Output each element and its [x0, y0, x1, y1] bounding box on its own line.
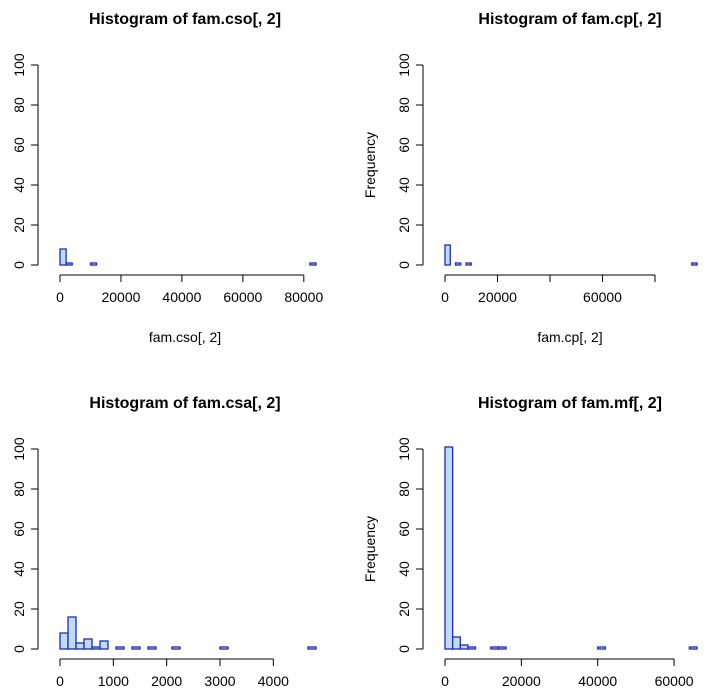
histogram-bar — [67, 616, 77, 650]
y-tick-label: 80 — [396, 97, 412, 113]
y-axis-label: Frequency — [362, 516, 378, 582]
chart-title: Histogram of fam.csa[, 2] — [89, 395, 280, 412]
y-tick-label: 0 — [396, 645, 412, 653]
y-tick-label: 60 — [11, 137, 27, 153]
x-tick-label: 20000 — [101, 289, 140, 305]
y-tick-label: 20 — [396, 217, 412, 233]
y-tick-label: 80 — [11, 97, 27, 113]
histogram-bar — [444, 446, 454, 650]
histogram-bar — [59, 248, 67, 266]
histogram-bar — [465, 262, 472, 266]
x-axis-label: fam.cp[, 2] — [537, 329, 602, 345]
histogram-bar — [307, 646, 317, 650]
x-tick-label: 80000 — [284, 289, 323, 305]
y-tick-label: 80 — [396, 481, 412, 497]
x-tick-label: 60000 — [655, 673, 694, 689]
histogram-bar — [459, 644, 469, 650]
histogram-bar — [444, 244, 451, 266]
histogram-bar — [309, 262, 317, 266]
histogram-bar — [688, 646, 698, 650]
y-tick-label: 0 — [11, 645, 27, 653]
histogram-panel-2: Histogram of fam.cp[, 2] 0 20 40 60 80 100 0 200… — [362, 11, 698, 345]
y-tick-label: 40 — [396, 561, 412, 577]
y-tick-label: 40 — [11, 177, 27, 193]
histogram-bar — [597, 646, 607, 650]
histogram-bar — [89, 262, 98, 266]
x-tick-label: 60000 — [223, 289, 262, 305]
y-tick-label: 40 — [11, 561, 27, 577]
x-tick-label: 0 — [56, 289, 64, 305]
y-axis-label: Frequency — [362, 132, 378, 198]
histogram-bar — [59, 632, 69, 650]
y-tick-label: 60 — [396, 137, 412, 153]
histogram-bar — [497, 646, 507, 650]
histogram-bar — [691, 262, 698, 266]
y-tick-label: 80 — [11, 481, 27, 497]
y-tick-label: 100 — [396, 437, 412, 461]
x-tick-label: 0 — [441, 673, 449, 689]
y-tick-label: 20 — [11, 217, 27, 233]
x-tick-label: 4000 — [258, 673, 289, 689]
y-tick-label: 100 — [396, 53, 412, 77]
histogram-bar — [219, 646, 229, 650]
y-tick-label: 0 — [11, 261, 27, 269]
x-tick-label: 40000 — [578, 673, 617, 689]
y-tick-label: 100 — [11, 437, 27, 461]
histogram-bar — [131, 646, 141, 650]
histogram-bar — [83, 638, 93, 650]
chart-title: Histogram of fam.cso[, 2] — [89, 11, 281, 28]
histogram-bar — [99, 640, 109, 650]
histogram-bar — [454, 262, 462, 266]
histogram-bar — [91, 646, 101, 650]
chart-title: Histogram of fam.cp[, 2] — [478, 11, 661, 28]
histogram-bar — [451, 636, 461, 650]
histogram-bar — [115, 646, 125, 650]
x-tick-label: 40000 — [162, 289, 201, 305]
y-tick-label: 20 — [11, 601, 27, 617]
histogram-panel-1: Histogram of fam.cso[, 2] 0 20 40 60 80 100 0 20… — [11, 11, 323, 345]
x-tick-label: 1000 — [98, 673, 129, 689]
histogram-bar — [171, 646, 181, 650]
x-tick-label: 60000 — [583, 289, 622, 305]
x-tick-label: 2000 — [151, 673, 182, 689]
x-tick-label: 3000 — [204, 673, 235, 689]
y-tick-label: 0 — [396, 261, 412, 269]
y-tick-label: 60 — [396, 521, 412, 537]
chart-title: Histogram of fam.mf[, 2] — [478, 395, 662, 412]
y-tick-label: 40 — [396, 177, 412, 193]
x-tick-label: 20000 — [478, 289, 517, 305]
x-tick-label: 20000 — [502, 673, 541, 689]
histogram-bar — [467, 646, 477, 650]
x-axis-label: fam.cso[, 2] — [149, 329, 221, 345]
histogram-bar — [490, 646, 500, 650]
y-tick-label: 100 — [11, 53, 27, 77]
y-tick-label: 20 — [396, 601, 412, 617]
x-tick-label: 0 — [56, 673, 64, 689]
histogram-panel-4: Histogram of fam.mf[, 2] 0 20 40 60 80 100 0 200… — [362, 395, 698, 689]
histogram-bar — [75, 642, 85, 650]
y-tick-label: 60 — [11, 521, 27, 537]
x-tick-label: 0 — [441, 289, 449, 305]
histogram-bar — [147, 646, 157, 650]
histogram-bar — [65, 262, 73, 266]
